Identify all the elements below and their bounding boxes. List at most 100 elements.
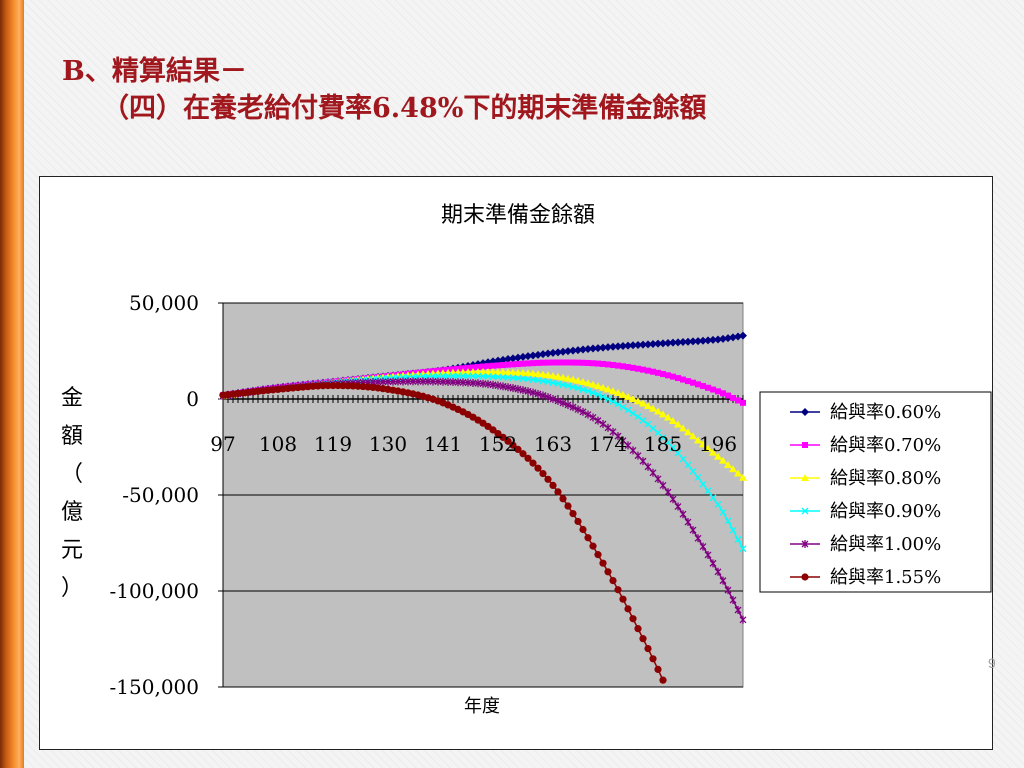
data-point [684,518,692,527]
data-point [634,397,642,405]
data-point [664,488,672,497]
y-tick-label: -50,000 [122,483,199,507]
data-point [484,367,492,375]
data-point [619,403,627,411]
data-point [504,368,512,376]
data-point [524,352,532,361]
data-point [464,372,472,380]
data-point [659,410,667,418]
chart-title: 期末準備金餘額 [441,203,595,228]
data-point [549,379,557,387]
data-point [629,394,637,402]
data-point [679,455,687,463]
data-point [565,359,571,366]
data-point [619,341,627,350]
y-axis-title-char: 額 [61,424,83,449]
data-point [589,542,597,550]
data-point [569,509,577,518]
data-point [614,586,622,594]
data-point [704,336,712,345]
data-point [569,375,577,383]
data-point [694,436,702,444]
data-point [719,334,727,343]
data-point [559,347,567,356]
data-point [514,353,522,362]
data-point [649,339,657,348]
data-point [564,502,572,510]
data-point [414,377,422,386]
data-point [802,442,808,448]
data-point [699,542,707,551]
data-point [490,362,496,369]
data-point [600,360,606,367]
data-point [535,359,541,366]
data-point [694,337,702,346]
data-point [725,392,731,399]
data-point [539,469,547,478]
data-point [594,344,602,353]
data-point [645,367,651,374]
data-point [534,370,542,378]
data-point [729,465,737,473]
data-point [659,339,667,348]
data-point [574,517,582,526]
left-accent-bar [0,0,24,768]
y-axis-title-char: ） [61,576,83,601]
data-point [559,381,567,389]
data-point [604,395,612,403]
data-point [694,474,702,482]
data-point [534,350,542,359]
data-point [729,526,737,534]
data-point [709,494,717,502]
data-point [699,440,707,448]
data-point [519,352,527,361]
data-point [579,386,587,393]
data-point [334,381,342,390]
data-point [324,382,332,390]
x-tick-label: 119 [314,432,352,456]
data-point [444,372,452,380]
data-point [544,393,552,402]
data-point [635,365,641,372]
data-point [480,363,486,370]
data-point [449,372,457,380]
data-point [720,390,726,397]
data-point [599,383,607,391]
data-point [639,399,647,407]
data-point [801,573,809,581]
data-point [579,407,587,416]
data-point [679,424,687,432]
data-point [739,331,747,340]
y-axis-title-char: 元 [61,538,83,563]
data-point [674,420,682,428]
data-point [509,441,517,449]
data-point [579,525,587,534]
data-point [664,438,672,446]
legend-label: 給與率0.60% [830,402,941,423]
data-point [624,341,632,350]
data-point [669,495,677,504]
data-point [519,386,527,395]
data-point [434,372,442,380]
data-point [624,605,632,613]
data-point [801,540,809,548]
data-point [684,337,692,346]
data-point [559,495,567,503]
data-point [684,428,692,436]
data-point [549,348,557,357]
data-point [599,393,607,401]
data-point [544,349,552,358]
data-point [700,383,706,390]
data-point [525,360,531,367]
data-point [729,596,737,605]
y-axis-title-char: （ [61,462,83,487]
data-point [604,423,612,432]
data-point [654,339,662,348]
data-point [554,372,562,380]
data-point [650,368,656,375]
data-point [620,363,626,370]
data-point [589,413,597,422]
data-point [504,355,512,364]
data-point [659,676,667,684]
data-point [584,410,592,419]
